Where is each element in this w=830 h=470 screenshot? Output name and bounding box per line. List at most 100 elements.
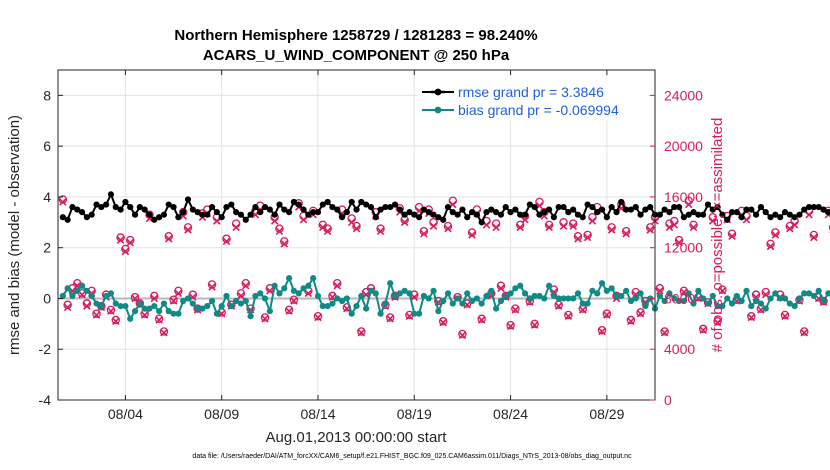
- bias-point: [656, 292, 663, 300]
- bias-point: [728, 300, 736, 307]
- rmse-point: [261, 203, 269, 211]
- obs-assimilated-point: [92, 311, 101, 319]
- bias-point: [550, 292, 557, 300]
- rmse-point: [594, 209, 601, 216]
- rmse-point: [175, 214, 182, 221]
- obs-assimilated-point: [237, 292, 245, 300]
- y-tick-label-right: 20000: [664, 138, 703, 154]
- rmse-point: [247, 211, 254, 218]
- axis-layer: 08/04 08/09 08/14 08/19 08/24 08/29-4-2024680…: [39, 70, 703, 422]
- rmse-point: [64, 216, 71, 223]
- obs-assimilated-point: [684, 200, 693, 209]
- obs-possible-point: [284, 305, 294, 315]
- rmse-point: [435, 214, 442, 221]
- obs-assimilated-point: [59, 198, 67, 206]
- obs-assimilated-point: [222, 237, 231, 246]
- obs-possible-point: [438, 317, 448, 326]
- rmse-point: [122, 198, 129, 206]
- bias-point: [762, 305, 769, 312]
- rmse-point: [589, 203, 596, 211]
- bias-point: [314, 292, 322, 300]
- x-axis-label: Aug.01,2013 00:00:00 start: [266, 429, 448, 446]
- obs-assimilated-point: [376, 227, 385, 235]
- bias-point: [334, 295, 341, 302]
- obs-assimilated-point: [579, 306, 587, 314]
- bias-point: [98, 302, 105, 310]
- rmse-series-layer: [59, 191, 830, 226]
- bias-point: [175, 310, 182, 317]
- bias-point: [425, 295, 432, 302]
- obs-assimilated-point: [107, 307, 115, 315]
- y-tick-label-left: 6: [43, 138, 51, 154]
- rmse-point: [387, 203, 394, 211]
- obs-possible-point: [800, 327, 809, 336]
- obs-possible-point: [458, 329, 467, 339]
- bias-point: [199, 305, 206, 312]
- bias-point: [396, 290, 403, 297]
- rmse-point: [545, 206, 553, 213]
- rmse-point: [69, 203, 76, 211]
- rmse-point: [632, 203, 639, 211]
- bias-point: [377, 310, 384, 317]
- rmse-point: [285, 209, 293, 216]
- rmse-point: [184, 196, 192, 203]
- bias-point: [59, 292, 66, 300]
- rmse-point: [401, 211, 408, 218]
- obs-assimilated-point: [588, 217, 597, 225]
- bias-point: [127, 315, 134, 322]
- bias-point: [430, 287, 437, 294]
- rmse-point: [324, 198, 331, 206]
- bias-point: [685, 290, 692, 297]
- bias-point: [796, 295, 803, 302]
- bias-point: [184, 295, 192, 302]
- rmse-point: [493, 209, 500, 216]
- rmse-point: [570, 206, 577, 213]
- obs-possible-point: [506, 320, 515, 330]
- obs-assimilated-point: [607, 226, 616, 234]
- rmse-point: [478, 219, 485, 226]
- obs-assimilated-point: [208, 283, 216, 291]
- y-tick-label-right: 0: [664, 392, 672, 408]
- rmse-point: [483, 209, 490, 216]
- obs-assimilated-point: [347, 218, 356, 227]
- bias-point: [488, 287, 495, 294]
- rmse-point: [103, 201, 110, 208]
- obs-assimilated-point: [174, 289, 183, 298]
- rmse-point: [709, 206, 716, 213]
- rmse-point: [449, 209, 456, 216]
- rmse-point: [526, 201, 533, 208]
- rmse-point: [728, 209, 736, 216]
- bias-point: [295, 290, 302, 297]
- obs-assimilated-point: [304, 289, 313, 298]
- bias-point: [815, 287, 822, 294]
- bias-point: [319, 302, 326, 310]
- rmse-point: [310, 209, 317, 216]
- bias-point: [560, 295, 567, 302]
- rmse-point: [160, 211, 168, 218]
- obs-possible-point: [636, 308, 645, 317]
- bias-point: [603, 287, 610, 294]
- bias-point: [228, 302, 235, 310]
- obs-possible-point: [597, 325, 607, 335]
- bias-point: [401, 287, 408, 294]
- rmse-point: [83, 214, 90, 221]
- rmse-point: [208, 203, 216, 211]
- y-tick-label-left: 8: [43, 87, 51, 103]
- obs-possible-point: [602, 309, 612, 318]
- rmse-point: [281, 206, 288, 213]
- y-axis-label-right: # of obs: o=possible; ×=assimilated: [709, 118, 726, 353]
- rmse-point: [199, 211, 206, 218]
- obs-possible-point: [260, 313, 270, 322]
- rmse-point: [189, 206, 196, 213]
- bias-point: [724, 295, 731, 302]
- bias-point: [420, 292, 428, 300]
- obs-assimilated-point: [713, 318, 722, 327]
- rmse-point: [647, 203, 654, 211]
- x-tick-label: 08/09: [204, 406, 239, 422]
- obs-assimilated-point: [458, 331, 467, 340]
- obs-assimilated-point: [333, 282, 342, 290]
- bias-point: [242, 297, 249, 305]
- rmse-point: [411, 211, 418, 218]
- obs-assimilated-point: [83, 302, 91, 310]
